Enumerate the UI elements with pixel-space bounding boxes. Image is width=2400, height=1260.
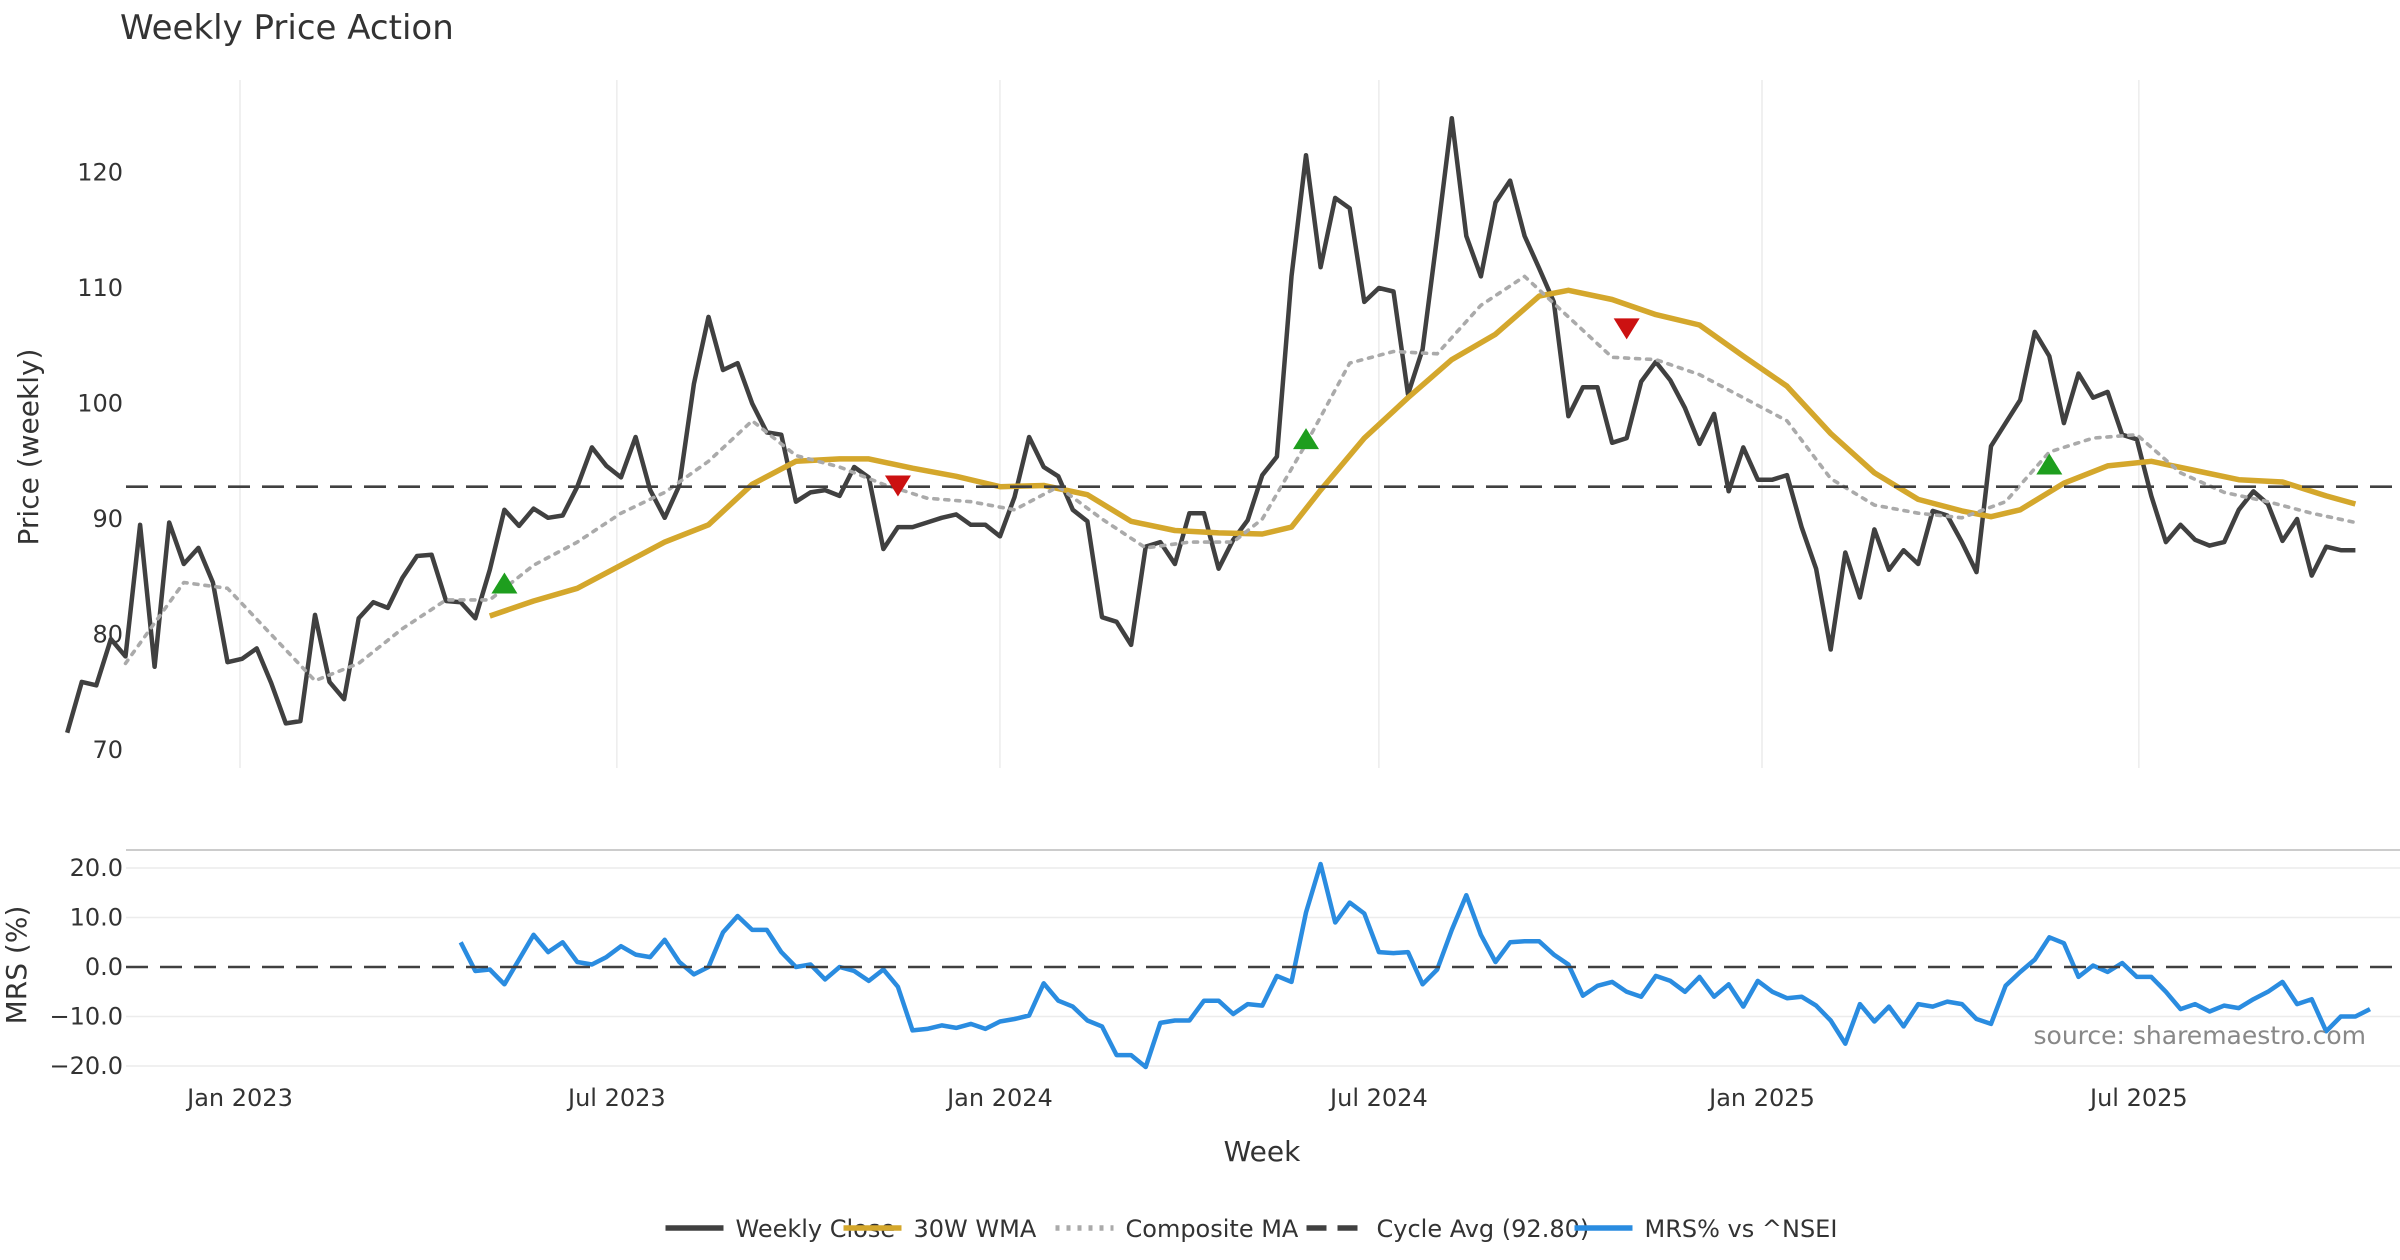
sell-signal-marker xyxy=(884,475,911,497)
buy-signal-marker xyxy=(1293,428,1320,450)
x-axis-title: Week xyxy=(1224,1135,1301,1168)
price-y-tick-label: 70 xyxy=(92,736,123,764)
x-tick-label: Jul 2025 xyxy=(2088,1084,2188,1112)
price-grid xyxy=(239,80,2140,768)
mrs-y-tick-label: −20.0 xyxy=(49,1052,123,1080)
signal-markers xyxy=(491,318,2063,594)
x-axis: Jan 2023 Jul 2023 Jan 2024 Jul 2024 Jan 2025… xyxy=(185,1084,2188,1112)
price-series-line xyxy=(65,115,2356,734)
x-tick-label: Jan 2024 xyxy=(945,1084,1053,1112)
price-y-tick-label: 90 xyxy=(92,505,123,533)
x-tick-label: Jul 2023 xyxy=(566,1084,666,1112)
price-series xyxy=(65,115,2400,734)
legend-label: Cycle Avg (92.80) xyxy=(1377,1215,1590,1243)
mrs-y-tick-label: 20.0 xyxy=(70,854,123,882)
x-tick-label: Jan 2023 xyxy=(185,1084,293,1112)
x-tick-label: Jul 2024 xyxy=(1328,1084,1428,1112)
x-tick-label: Jan 2025 xyxy=(1707,1084,1815,1112)
mrs-series-line xyxy=(458,861,2372,1070)
buy-signal-marker xyxy=(2036,453,2063,475)
sell-signal-marker xyxy=(1613,318,1640,340)
mrs-y-tick-label: 0.0 xyxy=(85,953,123,981)
mrs-y-tick-label: 10.0 xyxy=(70,904,123,932)
price-y-tick-label: 110 xyxy=(77,274,123,302)
price-y-axis-title: Price (weekly) xyxy=(12,349,45,546)
mrs-y-tick-label: −10.0 xyxy=(49,1003,123,1031)
price-y-tick-label: 100 xyxy=(77,390,123,418)
source-attribution: source: sharemaestro.com xyxy=(2034,1021,2367,1050)
mrs-y-axis-title: MRS (%) xyxy=(0,906,33,1025)
legend: Weekly Close 30W WMA Composite MA Cycle Avg… xyxy=(665,1215,1838,1243)
price-series-line xyxy=(123,274,2358,683)
price-series-line xyxy=(488,287,2357,619)
mrs-grid xyxy=(126,867,2400,1067)
legend-label: MRS% vs ^NSEI xyxy=(1645,1215,1838,1243)
legend-label: 30W WMA xyxy=(914,1215,1037,1243)
mrs-y-axis: 20.0 10.0 0.0 −10.0 −20.0 xyxy=(49,854,123,1080)
mrs-series xyxy=(126,861,2400,1070)
legend-label: Composite MA xyxy=(1126,1215,1299,1243)
chart-title: Weekly Price Action xyxy=(120,8,454,48)
price-y-tick-label: 120 xyxy=(77,159,123,187)
buy-signal-marker xyxy=(491,572,518,594)
